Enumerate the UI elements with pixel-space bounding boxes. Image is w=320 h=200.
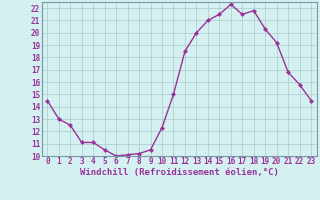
X-axis label: Windchill (Refroidissement éolien,°C): Windchill (Refroidissement éolien,°C) bbox=[80, 168, 279, 177]
